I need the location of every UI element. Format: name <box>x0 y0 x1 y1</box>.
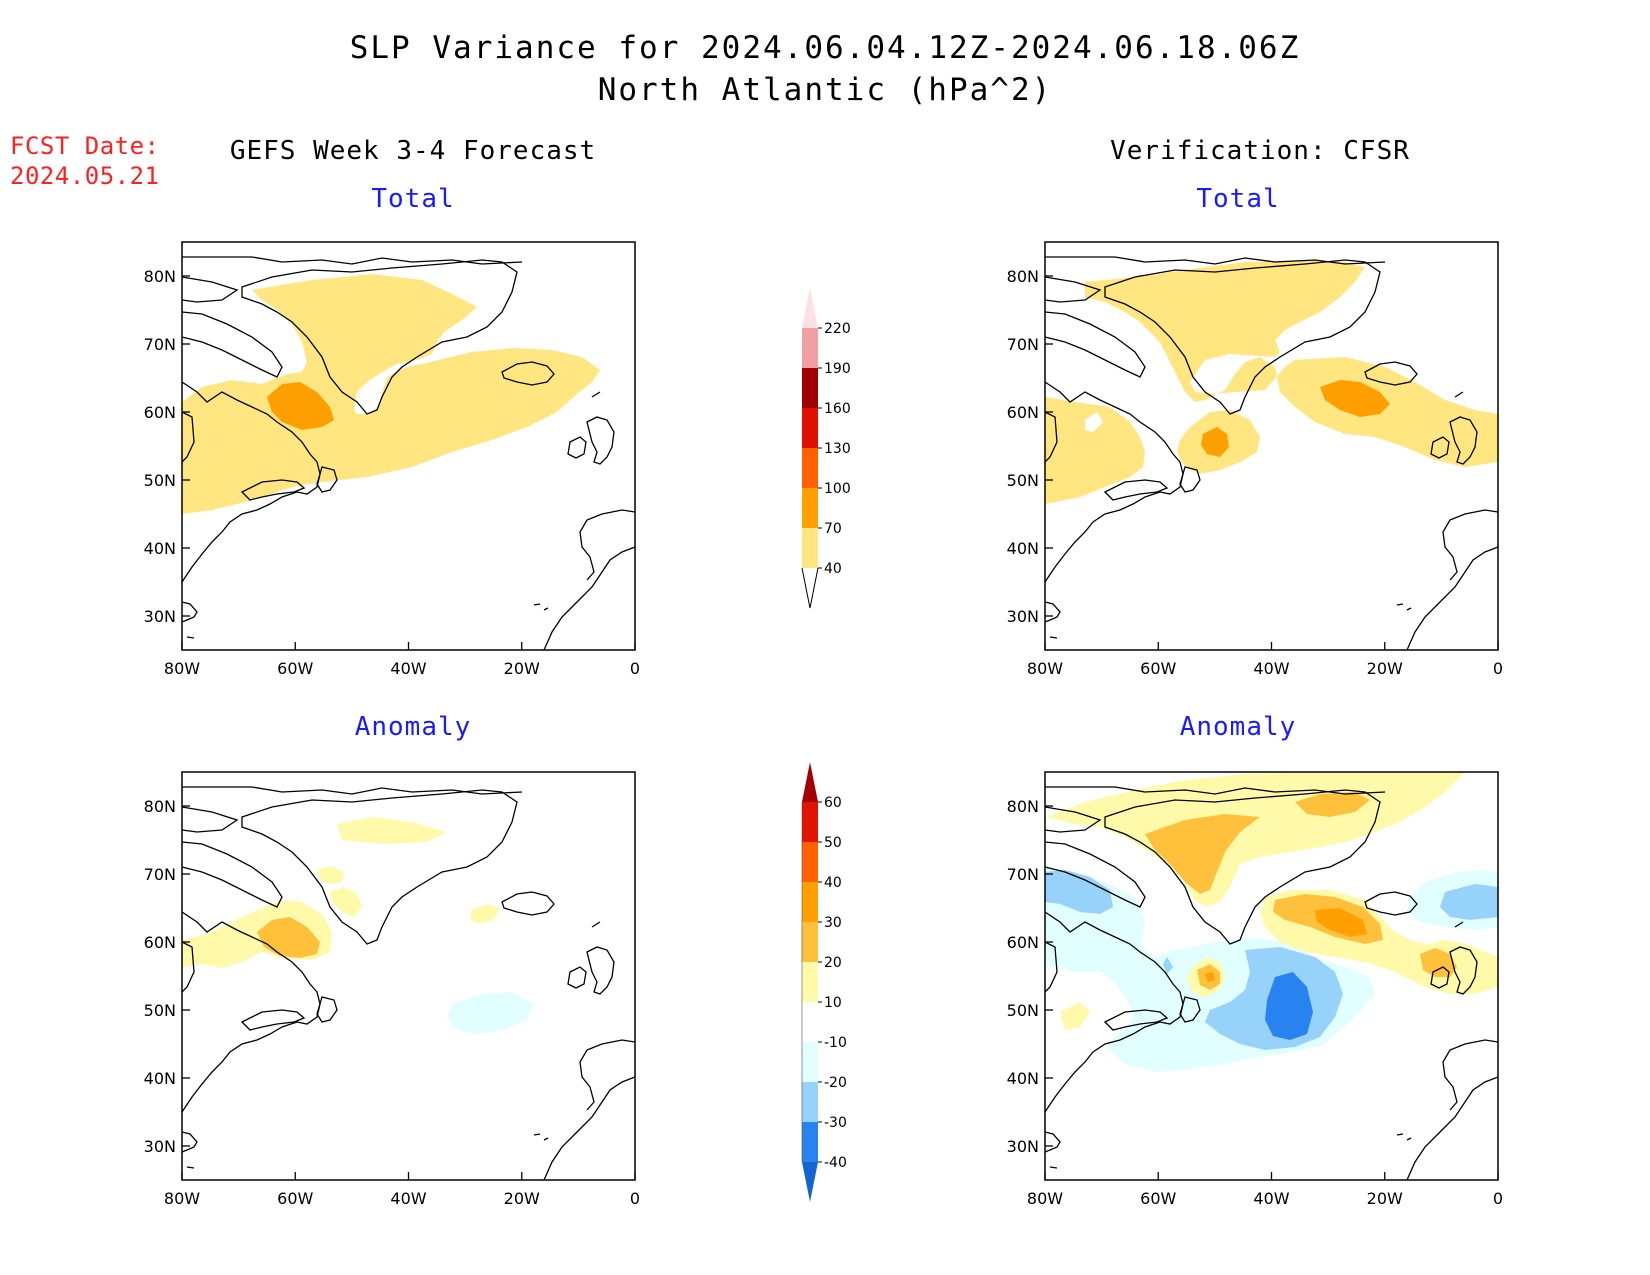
lon-tick-label: 80W <box>1027 1189 1063 1208</box>
lat-tick-label: 30N <box>1007 1137 1039 1156</box>
lon-tick-label: 60W <box>1140 659 1176 678</box>
colorbar-segment <box>802 882 818 922</box>
colorbar-segment <box>802 802 818 842</box>
colorbar-anomaly-label: 60 <box>824 795 842 811</box>
forecast-date-value: 2024.05.21 <box>10 162 160 190</box>
lat-tick-label: 80N <box>1007 797 1039 816</box>
lon-tick-label: 60W <box>277 659 313 678</box>
lon-tick-label: 80W <box>1027 659 1063 678</box>
lat-tick-label: 70N <box>144 865 176 884</box>
colorbar-segment <box>802 922 818 962</box>
lat-tick-label: 40N <box>1007 539 1039 558</box>
lat-tick-label: 50N <box>144 471 176 490</box>
lon-tick-label: 0 <box>630 1189 640 1208</box>
colorbar-segment <box>802 1122 818 1162</box>
lat-tick-label: 40N <box>1007 1069 1039 1088</box>
colorbar-segment <box>802 1082 818 1122</box>
lat-tick-label: 60N <box>144 403 176 422</box>
colorbar-anomaly: -40 -30 -20 -10 10 20 30 40 50 60 <box>801 762 847 1202</box>
lat-tick-label: 80N <box>144 797 176 816</box>
colorbar-segment <box>802 1042 818 1082</box>
lon-tick-label: 0 <box>1493 659 1503 678</box>
colorbar-segment <box>802 408 818 448</box>
colorbar-segment <box>802 528 818 568</box>
colorbar-anomaly-label: 40 <box>824 875 842 891</box>
lat-tick-label: 70N <box>144 335 176 354</box>
colorbar-segment <box>802 488 818 528</box>
colorbar-upper-arrow <box>802 288 818 328</box>
colorbar-segment <box>802 448 818 488</box>
lat-tick-label: 30N <box>144 607 176 626</box>
colorbar-lower-arrow <box>802 1162 818 1202</box>
chart-title-line2: North Atlantic (hPa^2) <box>597 72 1053 108</box>
lat-tick-label: 70N <box>1007 335 1039 354</box>
lon-tick-label: 0 <box>630 659 640 678</box>
subtitle-gefs-total: Total <box>371 184 455 214</box>
lon-tick-label: 80W <box>164 1189 200 1208</box>
lat-tick-label: 50N <box>1007 471 1039 490</box>
column-title-gefs: GEFS Week 3-4 Forecast <box>229 136 597 166</box>
column-title-cfsr: Verification: CFSR <box>1110 136 1410 166</box>
subtitle-gefs-anomaly: Anomaly <box>354 712 472 742</box>
lon-tick-label: 20W <box>1367 659 1403 678</box>
lat-tick-label: 80N <box>1007 267 1039 286</box>
colorbar-total-label: 70 <box>824 521 842 537</box>
lon-tick-label: 80W <box>164 659 200 678</box>
colorbar-anomaly-label: -20 <box>824 1075 847 1091</box>
colorbar-total-label: 190 <box>824 361 851 377</box>
lon-tick-label: 40W <box>390 1189 426 1208</box>
lon-tick-label: 60W <box>1140 1189 1176 1208</box>
colorbar-segment <box>802 1002 818 1042</box>
colorbar-anomaly-label: -30 <box>824 1115 847 1131</box>
lon-tick-label: 60W <box>277 1189 313 1208</box>
lat-tick-label: 60N <box>144 933 176 952</box>
panel-cfsr-anomaly <box>1044 771 1499 1181</box>
lat-tick-label: 50N <box>144 1001 176 1020</box>
colorbar-upper-arrow <box>802 762 818 802</box>
colorbar-total-label: 160 <box>824 401 851 417</box>
colorbar-total-label: 40 <box>824 561 842 577</box>
lon-tick-label: 20W <box>504 1189 540 1208</box>
colorbar-segment <box>802 328 818 368</box>
colorbar-anomaly-label: 10 <box>824 995 842 1011</box>
lat-tick-label: 30N <box>1007 607 1039 626</box>
lon-tick-label: 20W <box>504 659 540 678</box>
lon-tick-label: 0 <box>1493 1189 1503 1208</box>
chart-title-line1: SLP Variance for 2024.06.04.12Z-2024.06.… <box>349 30 1301 66</box>
colorbar-lower-arrow <box>801 567 819 609</box>
colorbar-anomaly-label: 50 <box>824 835 842 851</box>
colorbar-total-label: 100 <box>824 481 851 497</box>
lat-tick-label: 50N <box>1007 1001 1039 1020</box>
forecast-date-label: FCST Date: <box>10 132 160 160</box>
colorbar-anomaly-label: 30 <box>824 915 842 931</box>
lat-tick-label: 80N <box>144 267 176 286</box>
panel-gefs-total <box>181 241 636 651</box>
lat-tick-label: 70N <box>1007 865 1039 884</box>
colorbar-anomaly-label: -10 <box>824 1035 847 1051</box>
panel-cfsr-total <box>1044 241 1499 651</box>
colorbar-total-label: 220 <box>824 321 851 337</box>
panel-gefs-anomaly <box>181 771 636 1181</box>
lon-tick-label: 40W <box>1253 659 1289 678</box>
subtitle-cfsr-total: Total <box>1196 184 1280 214</box>
lat-tick-label: 60N <box>1007 403 1039 422</box>
colorbar-total-label: 130 <box>824 441 851 457</box>
colorbar-segment <box>802 842 818 882</box>
colorbar-segment <box>802 962 818 1002</box>
lat-tick-label: 40N <box>144 1069 176 1088</box>
subtitle-cfsr-anomaly: Anomaly <box>1179 712 1297 742</box>
lat-tick-label: 60N <box>1007 933 1039 952</box>
lat-tick-label: 30N <box>144 1137 176 1156</box>
colorbar-anomaly-label: 20 <box>824 955 842 971</box>
lon-tick-label: 40W <box>390 659 426 678</box>
colorbar-total: 40 70 100 130 160 190 220 <box>801 288 851 609</box>
colorbar-segment <box>802 368 818 408</box>
colorbar-anomaly-label: -40 <box>824 1155 847 1171</box>
lon-tick-label: 20W <box>1367 1189 1403 1208</box>
lon-tick-label: 40W <box>1253 1189 1289 1208</box>
lat-tick-label: 40N <box>144 539 176 558</box>
